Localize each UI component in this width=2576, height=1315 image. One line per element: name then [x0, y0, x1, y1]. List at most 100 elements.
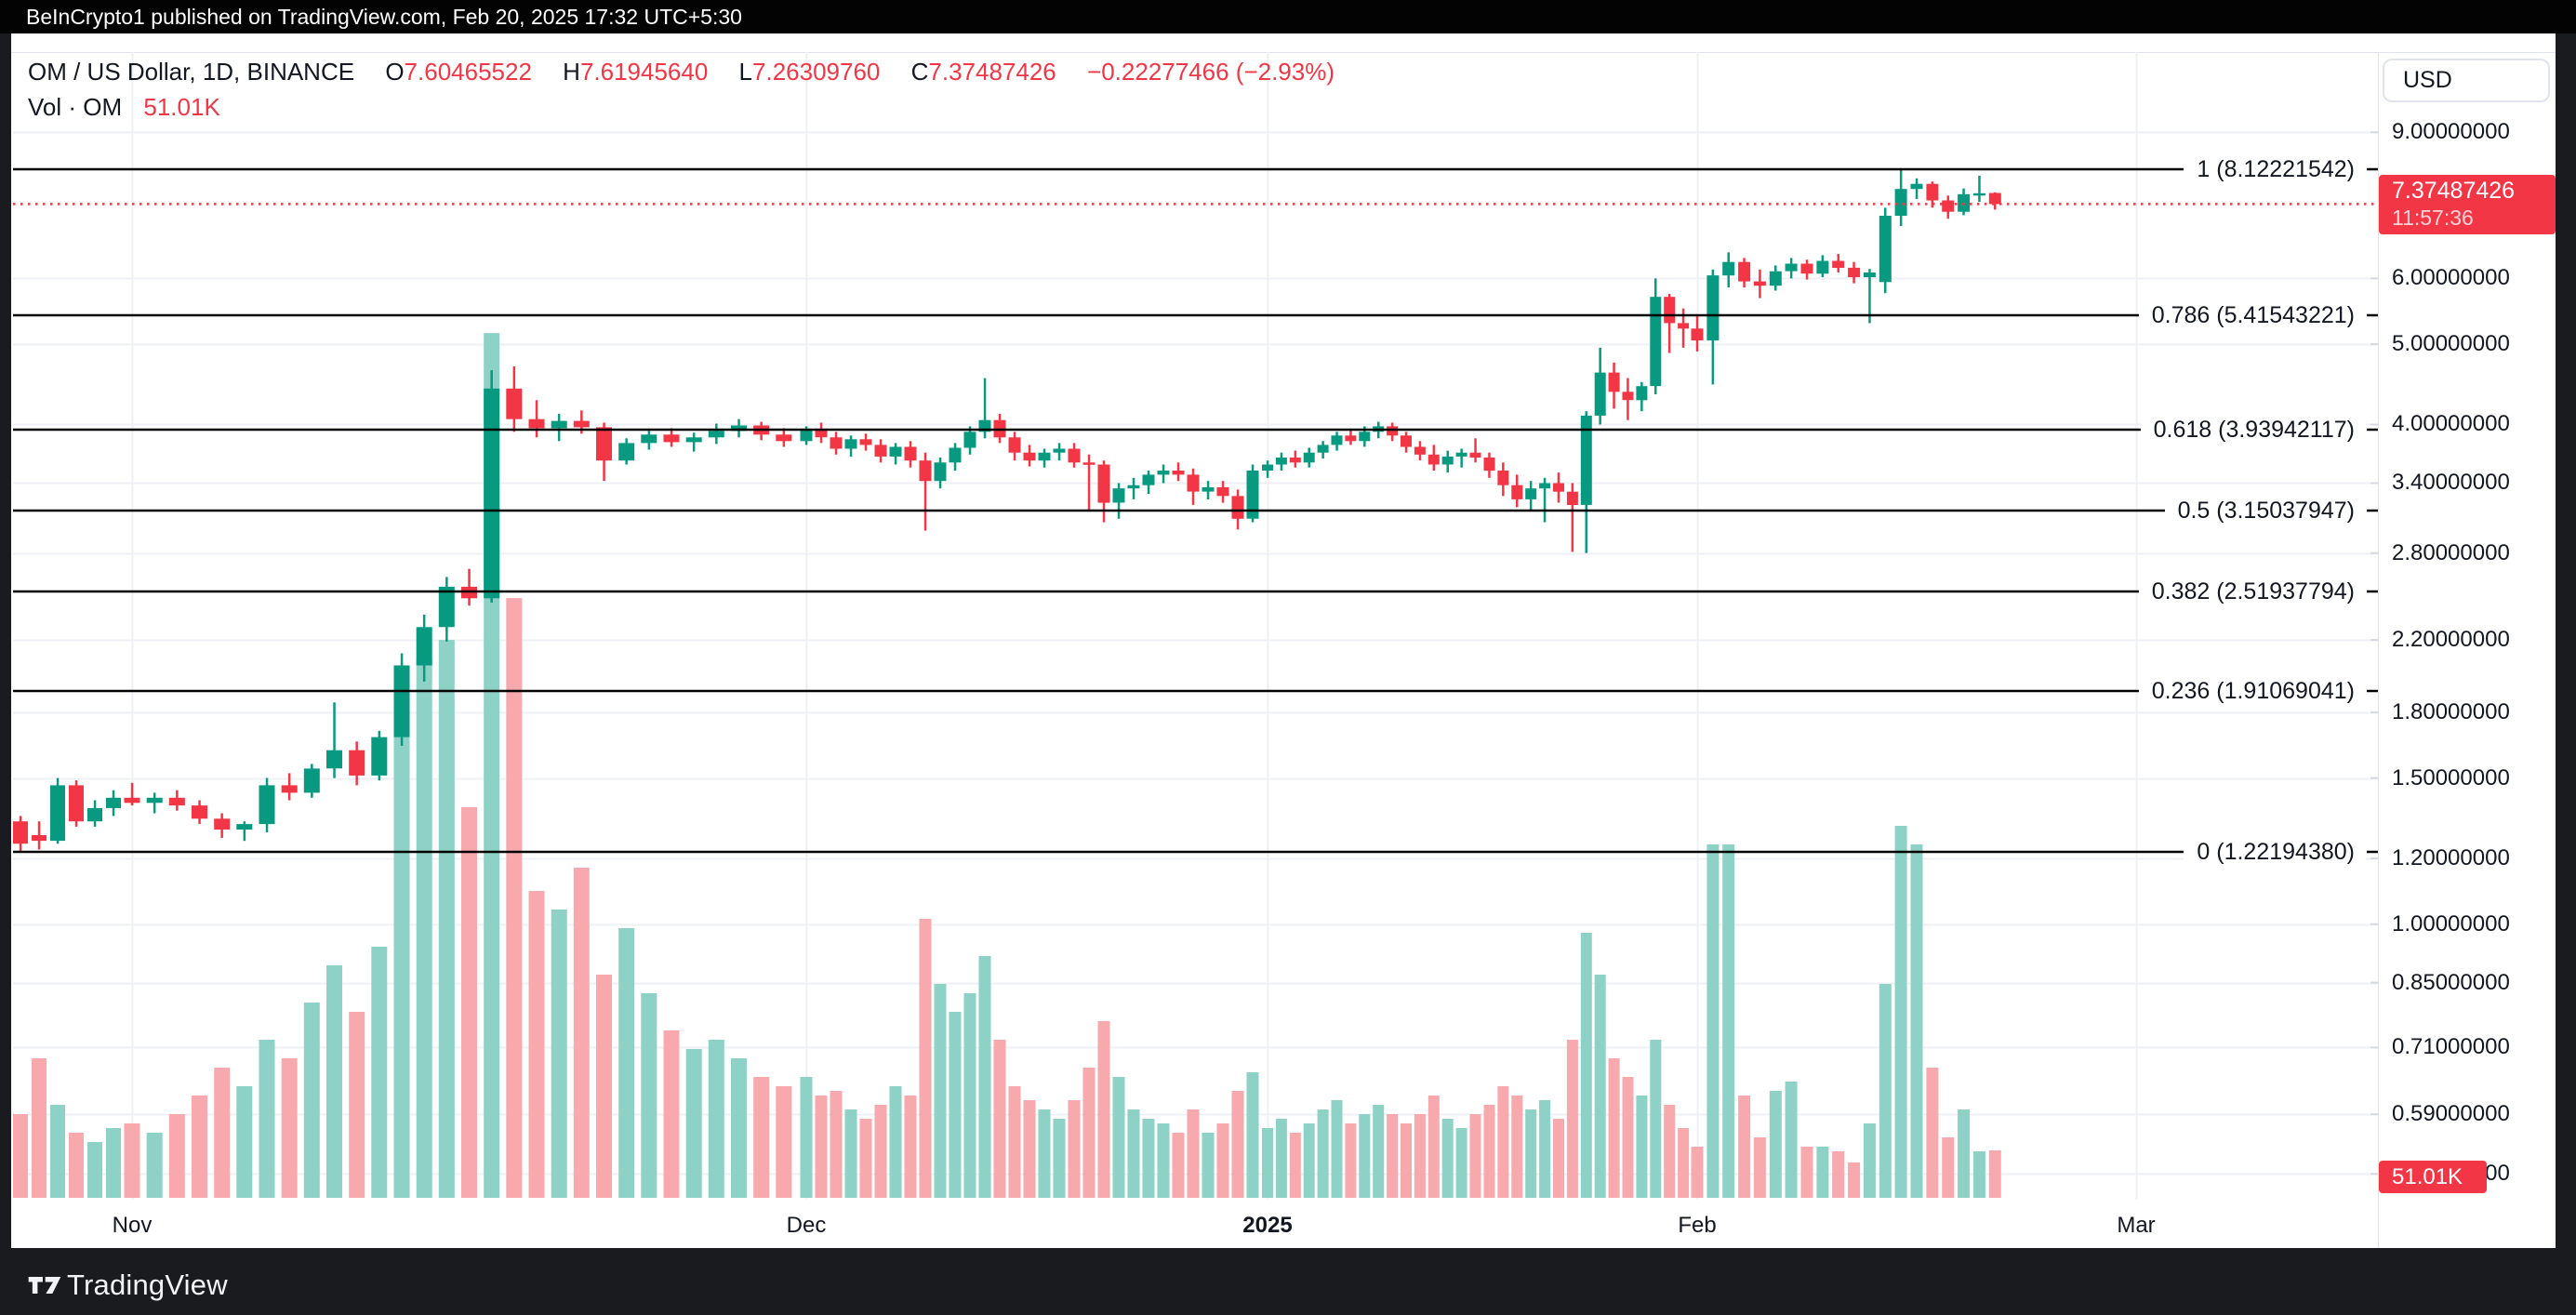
- candlestick: [1275, 458, 1287, 465]
- candlestick: [1038, 452, 1051, 461]
- candlestick: [815, 430, 828, 438]
- volume-bar: [168, 1114, 185, 1198]
- volume-bar: [874, 1105, 887, 1198]
- volume-bar: [50, 1105, 65, 1198]
- candlestick: [106, 797, 121, 808]
- volume-bar: [438, 640, 455, 1198]
- candlestick: [1387, 426, 1399, 436]
- time-tick-label-mar: Mar: [2117, 1213, 2156, 1238]
- volume-bar: [1958, 1109, 1971, 1198]
- volume-bar: [1650, 1040, 1662, 1198]
- volume-bar: [106, 1128, 121, 1198]
- price-tick-label: 1.80000000: [2392, 698, 2510, 724]
- volume-bar: [1691, 1147, 1704, 1198]
- candlestick: [685, 437, 702, 443]
- time-tick-label-nov: Nov: [112, 1213, 153, 1238]
- candlestick: [889, 446, 902, 457]
- candlestick: [919, 460, 932, 482]
- candlestick: [50, 785, 65, 842]
- volume-bar: [1231, 1091, 1244, 1198]
- candlestick: [484, 388, 500, 599]
- fib-level-label: 0.618 (3.93942117): [2140, 416, 2366, 444]
- volume-bar: [1427, 1096, 1440, 1198]
- tradingview-logo-icon: [28, 1277, 61, 1294]
- fib-level-label: 0.382 (2.51937794): [2138, 578, 2366, 605]
- candlestick: [1594, 372, 1606, 416]
- volume-bar: [1785, 1082, 1798, 1198]
- candlestick: [1246, 471, 1259, 519]
- volume-bar: [934, 984, 947, 1198]
- volume-bar: [1553, 1119, 1564, 1198]
- fib-retracement-lines: [13, 167, 2366, 854]
- price-tick-label: 4.00000000: [2392, 411, 2510, 437]
- volume-bar: [259, 1040, 275, 1198]
- volume-series: [13, 333, 2001, 1199]
- volume-bar: [1706, 844, 1720, 1198]
- candlestick: [874, 445, 887, 457]
- candlestick: [124, 797, 140, 804]
- volume-bar: [1483, 1105, 1495, 1198]
- candlestick: [416, 627, 432, 666]
- volume-bar: [1972, 1151, 1985, 1198]
- candlestick: [87, 807, 102, 822]
- volume-bar: [1832, 1151, 1845, 1198]
- volume-bar: [844, 1109, 857, 1198]
- volume-bar: [949, 1012, 962, 1198]
- candlestick: [236, 824, 253, 830]
- volume-bar: [1469, 1114, 1481, 1198]
- candlestick: [146, 797, 163, 804]
- volume-bar: [1753, 1137, 1766, 1198]
- candlestick: [1832, 260, 1845, 268]
- volume-bar: [1216, 1123, 1229, 1198]
- legend-low: L7.26309760: [738, 58, 881, 86]
- candlestick: [1216, 487, 1229, 497]
- volume-bar: [1800, 1147, 1813, 1198]
- candlestick: [1497, 471, 1509, 485]
- fib-level-label: 1 (8.12221542): [2184, 155, 2366, 183]
- candlestick: [1172, 471, 1185, 475]
- volume-bar: [32, 1058, 46, 1198]
- volume-bar: [708, 1040, 724, 1198]
- currency-usd-button[interactable]: USD: [2383, 59, 2550, 102]
- volume-bar: [1127, 1109, 1140, 1198]
- volume-bar: [1345, 1123, 1357, 1198]
- candlestick: [393, 665, 410, 737]
- volume-bar: [1008, 1086, 1021, 1198]
- fib-level-label: 0.236 (1.91069041): [2138, 677, 2366, 705]
- candlestick: [1580, 415, 1592, 505]
- candlestick: [776, 434, 792, 442]
- candlestick: [1262, 464, 1273, 471]
- volume-badge: 51.01K: [2379, 1161, 2487, 1193]
- candlestick: [731, 425, 747, 432]
- volume-bar: [1942, 1137, 1955, 1198]
- volume-bar: [641, 993, 657, 1198]
- candlestick: [1359, 432, 1371, 442]
- price-tick-label: 0.59000000: [2392, 1101, 2510, 1127]
- volume-bar: [1455, 1128, 1467, 1198]
- candlestick: [1414, 446, 1426, 455]
- candlestick: [1097, 464, 1110, 503]
- volume-bar: [1816, 1147, 1829, 1198]
- candlestick: [1769, 271, 1782, 286]
- volume-bar: [1566, 1040, 1578, 1198]
- tradingview-logo[interactable]: TradingView: [28, 1265, 325, 1306]
- volume-bar: [1023, 1100, 1036, 1198]
- volume-bar: [1317, 1109, 1329, 1198]
- price-tick-label: 1.00000000: [2392, 910, 2510, 936]
- volume-bar: [993, 1040, 1006, 1198]
- volume-bar: [1275, 1119, 1287, 1198]
- candlestick: [800, 430, 813, 442]
- candlestick: [1303, 452, 1315, 463]
- candlestick: [1863, 272, 1876, 278]
- candlestick: [618, 443, 635, 461]
- candlestick: [1608, 372, 1620, 392]
- volume-bar: [1142, 1119, 1155, 1198]
- candlestick: [596, 427, 612, 461]
- candlestick: [1331, 435, 1343, 445]
- candlestick: [259, 785, 275, 825]
- candlestick: [1664, 297, 1676, 324]
- volume-bar: [1187, 1109, 1200, 1198]
- price-tick-label: 0.71000000: [2392, 1034, 2510, 1060]
- volume-bar: [1988, 1150, 2001, 1198]
